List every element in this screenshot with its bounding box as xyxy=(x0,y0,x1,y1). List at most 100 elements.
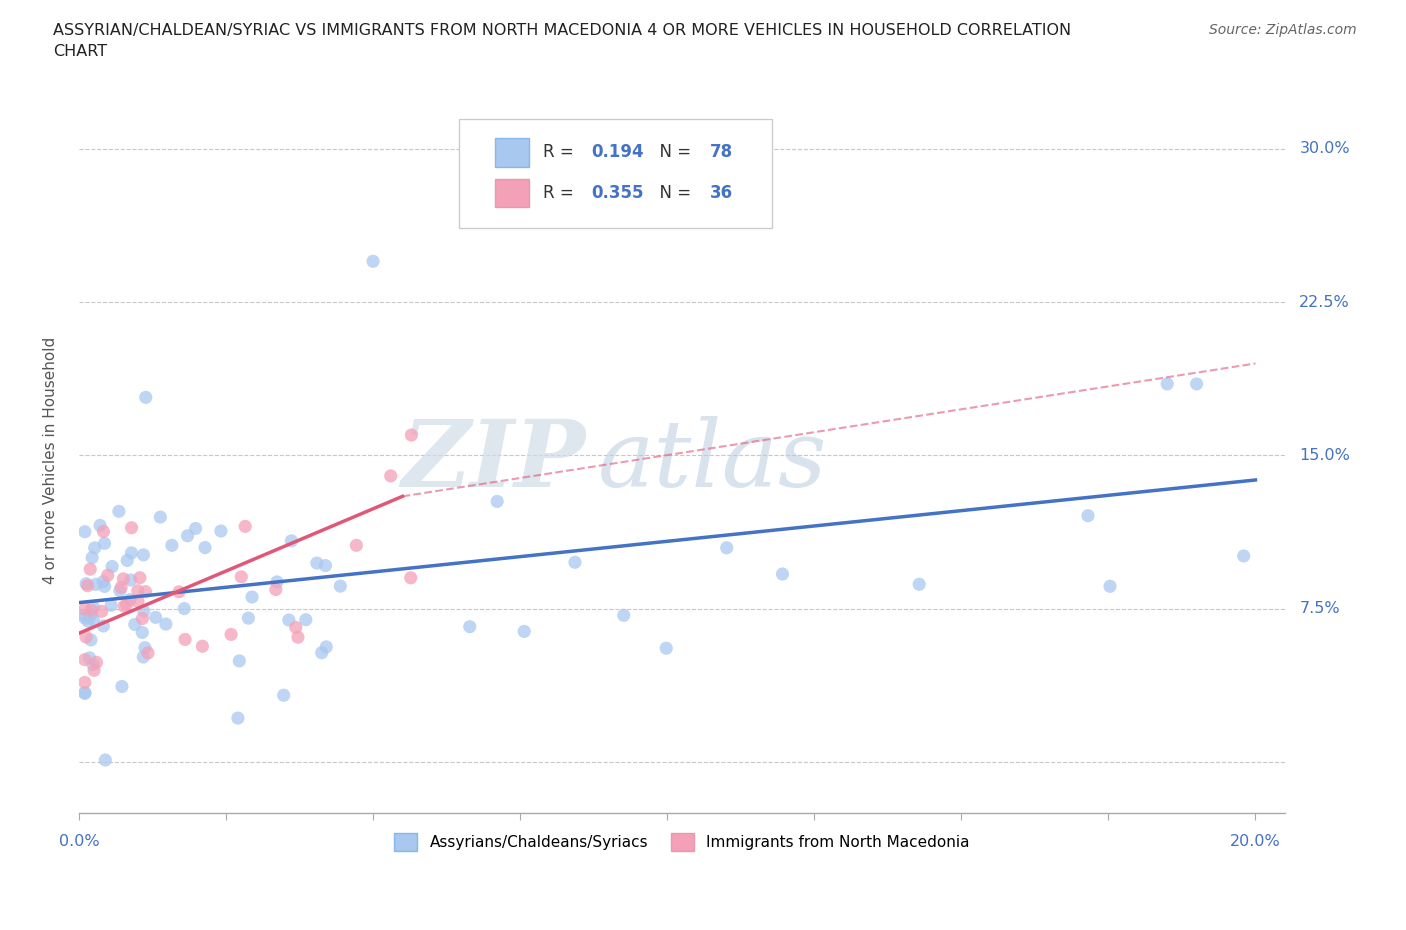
Point xyxy=(486,494,509,509)
Text: 7.5%: 7.5% xyxy=(1299,602,1340,617)
Point xyxy=(80,607,103,622)
Point xyxy=(135,390,157,405)
Point xyxy=(344,538,367,552)
Point xyxy=(121,546,143,561)
Point xyxy=(93,579,115,594)
Text: 78: 78 xyxy=(710,143,733,162)
Point xyxy=(1098,578,1121,593)
Point xyxy=(219,627,242,642)
Point xyxy=(191,639,214,654)
Point xyxy=(94,752,117,767)
Point xyxy=(287,630,309,644)
Point xyxy=(167,584,190,599)
Point xyxy=(112,599,135,614)
Point xyxy=(1233,549,1256,564)
Point xyxy=(1077,508,1099,523)
Point xyxy=(131,625,153,640)
Text: 20.0%: 20.0% xyxy=(1230,833,1281,848)
Point xyxy=(91,574,114,589)
Point xyxy=(73,525,96,539)
Point xyxy=(136,645,159,660)
Point xyxy=(176,528,198,543)
Point xyxy=(240,590,263,604)
Point xyxy=(76,578,98,593)
Point xyxy=(82,612,104,627)
Text: N =: N = xyxy=(650,183,697,202)
Text: Source: ZipAtlas.com: Source: ZipAtlas.com xyxy=(1209,23,1357,37)
Point xyxy=(129,570,152,585)
Point xyxy=(82,600,104,615)
Point xyxy=(115,597,138,612)
Point xyxy=(79,562,101,577)
Point xyxy=(458,619,481,634)
Text: 0.194: 0.194 xyxy=(592,143,644,162)
Point xyxy=(174,632,197,647)
Point xyxy=(145,610,167,625)
Point xyxy=(80,632,103,647)
Point xyxy=(315,640,337,655)
Point xyxy=(295,612,318,627)
Point xyxy=(83,540,105,555)
Y-axis label: 4 or more Vehicles in Household: 4 or more Vehicles in Household xyxy=(44,337,58,584)
Text: 0.355: 0.355 xyxy=(592,183,644,202)
Point xyxy=(233,519,256,534)
Point xyxy=(564,555,586,570)
Point xyxy=(908,577,931,591)
Point xyxy=(73,685,96,700)
Text: 22.5%: 22.5% xyxy=(1299,295,1350,310)
Point xyxy=(90,604,112,618)
Point xyxy=(273,688,295,703)
Point xyxy=(655,641,678,656)
Point xyxy=(75,630,97,644)
Point xyxy=(108,504,131,519)
Point xyxy=(93,618,115,633)
Point xyxy=(401,428,423,443)
Point xyxy=(280,534,302,549)
Point xyxy=(127,583,149,598)
Point xyxy=(84,577,107,591)
Point xyxy=(266,575,288,590)
Point xyxy=(115,553,138,568)
Point xyxy=(238,611,260,626)
Point xyxy=(284,620,307,635)
Point xyxy=(135,584,157,599)
Text: 30.0%: 30.0% xyxy=(1299,141,1350,156)
Point xyxy=(73,602,96,617)
Point xyxy=(83,663,105,678)
Point xyxy=(97,568,120,583)
Point xyxy=(716,540,738,555)
Point xyxy=(264,582,287,597)
Text: N =: N = xyxy=(650,143,697,162)
Point xyxy=(100,598,122,613)
Point xyxy=(73,686,96,701)
Point xyxy=(124,617,146,631)
Point xyxy=(89,518,111,533)
Point xyxy=(73,608,96,623)
Point xyxy=(134,640,156,655)
Point xyxy=(380,469,402,484)
Point xyxy=(155,617,177,631)
Point xyxy=(73,675,96,690)
Point xyxy=(132,548,155,563)
Text: 0.0%: 0.0% xyxy=(59,833,100,848)
Point xyxy=(120,573,142,588)
Point xyxy=(82,658,104,672)
Point xyxy=(226,711,249,725)
Point xyxy=(772,566,794,581)
Point xyxy=(231,569,253,584)
Point xyxy=(77,614,100,629)
Point xyxy=(108,583,131,598)
Text: atlas: atlas xyxy=(598,416,827,506)
Point xyxy=(160,538,183,552)
Point xyxy=(93,524,115,538)
Text: ZIP: ZIP xyxy=(401,416,585,506)
Text: R =: R = xyxy=(543,183,579,202)
Point xyxy=(315,558,337,573)
Point xyxy=(399,570,422,585)
Text: R =: R = xyxy=(543,143,579,162)
Point xyxy=(361,254,384,269)
Point xyxy=(86,655,108,670)
Point xyxy=(80,603,103,618)
Point xyxy=(173,601,195,616)
Point xyxy=(79,650,101,665)
